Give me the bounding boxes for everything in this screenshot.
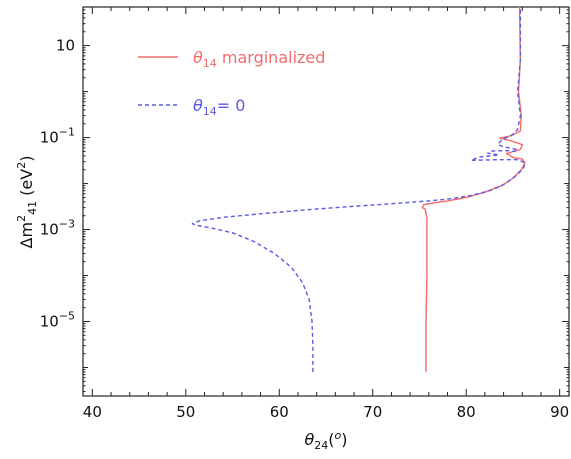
x-tick-label: 50 xyxy=(176,403,195,421)
y-tick-label: 10 xyxy=(56,37,75,55)
series-line-theta14-zero xyxy=(191,6,526,372)
x-tick-label: 60 xyxy=(270,403,289,421)
x-tick-label: 70 xyxy=(363,403,382,421)
y-tick-label: 10−5 xyxy=(40,310,75,331)
y-axis-ticks: 10 10−1 10−3 10−5 xyxy=(40,9,569,393)
y-axis-title: Δm241 (eV2) xyxy=(15,156,39,249)
x-tick-label: 40 xyxy=(83,403,102,421)
x-axis-ticks: 40 50 60 70 80 90 xyxy=(83,7,569,421)
x-tick-label: 80 xyxy=(457,403,476,421)
x-axis-title: θ24(o) xyxy=(304,429,347,452)
plot-frame xyxy=(82,6,570,397)
legend-label-theta14-zero: θ14= 0 xyxy=(193,96,245,118)
y-tick-label: 10−1 xyxy=(40,126,75,147)
y-tick-label: 10−3 xyxy=(40,218,75,239)
series-line-marginalized xyxy=(421,6,526,372)
legend-label-marginalized: θ14 marginalized xyxy=(193,48,325,70)
x-tick-label: 90 xyxy=(550,403,569,421)
legend: θ14 marginalized θ14= 0 xyxy=(138,48,325,118)
curves xyxy=(191,6,526,372)
